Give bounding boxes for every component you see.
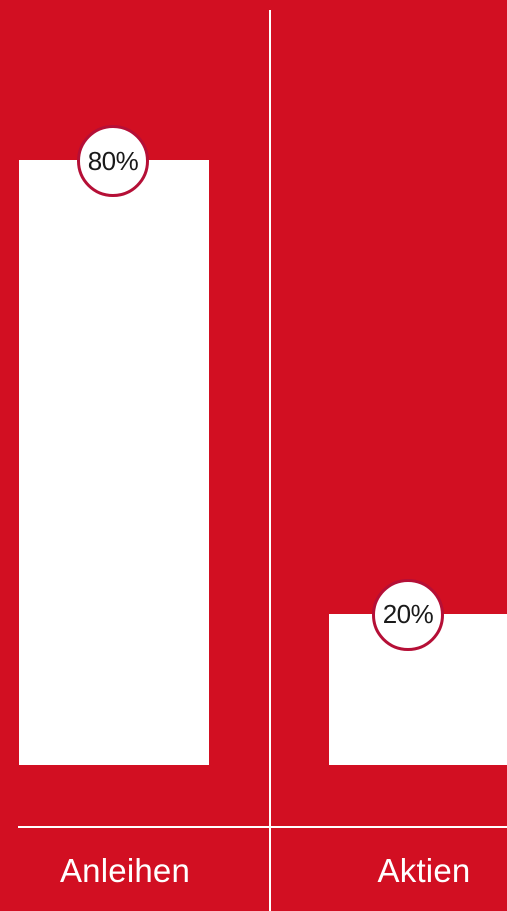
category-divider (269, 10, 271, 911)
value-label-anleihen: 80% (77, 125, 149, 197)
category-label-aktien: Aktien (299, 852, 507, 890)
value-label-aktien: 20% (372, 579, 444, 651)
x-axis-baseline (18, 826, 507, 828)
bar-anleihen (19, 160, 209, 765)
category-label-anleihen: Anleihen (0, 852, 250, 890)
